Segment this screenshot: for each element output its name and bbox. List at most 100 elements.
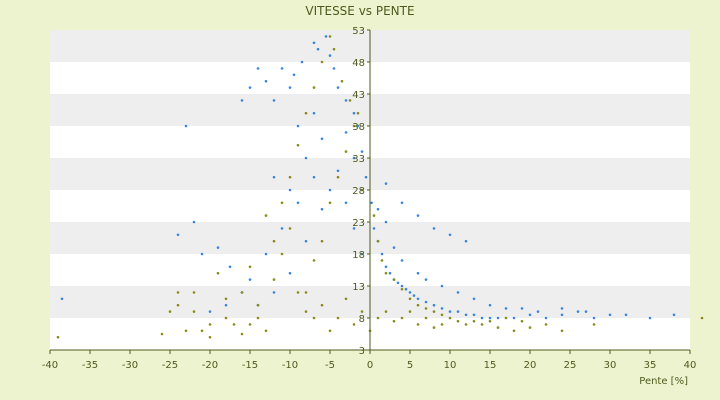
x-tick-label: 30 bbox=[604, 360, 617, 371]
x-tick-label: 15 bbox=[484, 360, 497, 371]
data-point bbox=[344, 150, 348, 153]
data-point bbox=[312, 259, 316, 262]
data-point bbox=[424, 316, 428, 320]
x-tick-label: 0 bbox=[367, 360, 373, 371]
data-point bbox=[344, 99, 348, 102]
data-point bbox=[192, 310, 196, 313]
x-axis-ticks: -40 -35 -30 -25 -20 -15 -10 -5 0 5 10 15 20 25 30 35 40 bbox=[42, 350, 697, 371]
data-point bbox=[528, 326, 532, 329]
data-point bbox=[304, 111, 308, 115]
data-point bbox=[248, 323, 252, 326]
y-tick-label: 13 bbox=[352, 282, 365, 293]
data-point bbox=[320, 303, 324, 307]
data-point bbox=[380, 252, 384, 256]
data-point bbox=[400, 316, 404, 320]
data-point bbox=[416, 214, 420, 217]
data-point bbox=[336, 86, 340, 89]
data-point bbox=[320, 137, 324, 141]
data-point bbox=[336, 316, 340, 320]
data-point bbox=[472, 319, 476, 323]
data-point bbox=[392, 319, 396, 323]
data-point bbox=[300, 60, 304, 64]
data-point bbox=[592, 316, 596, 320]
data-point bbox=[296, 291, 300, 294]
data-point bbox=[408, 291, 412, 294]
data-point bbox=[380, 259, 384, 262]
x-tick-label: 35 bbox=[644, 360, 657, 371]
x-tick-label: -25 bbox=[162, 360, 178, 371]
data-point bbox=[440, 307, 444, 310]
data-point bbox=[488, 319, 492, 323]
data-point bbox=[176, 291, 180, 294]
data-point bbox=[288, 86, 292, 89]
data-point bbox=[416, 303, 420, 307]
y-tick-label: 28 bbox=[352, 186, 365, 197]
data-point bbox=[328, 329, 332, 333]
data-point bbox=[332, 47, 336, 51]
data-point bbox=[176, 233, 180, 237]
data-point bbox=[376, 316, 380, 320]
data-point bbox=[312, 86, 316, 89]
data-point bbox=[472, 313, 476, 317]
data-point bbox=[296, 124, 300, 128]
data-point bbox=[384, 220, 388, 224]
x-tick-label: -15 bbox=[242, 360, 258, 371]
x-tick-label: 5 bbox=[407, 360, 413, 371]
x-tick-label: -35 bbox=[82, 360, 98, 371]
data-point bbox=[560, 307, 564, 310]
data-point bbox=[700, 316, 704, 320]
data-point bbox=[388, 271, 392, 275]
data-point bbox=[448, 310, 452, 313]
data-point bbox=[324, 35, 328, 38]
data-point bbox=[208, 335, 212, 339]
y-tick-label: 8 bbox=[359, 314, 365, 325]
data-point bbox=[292, 73, 296, 77]
data-point bbox=[432, 227, 436, 230]
data-point bbox=[424, 300, 428, 304]
data-point bbox=[544, 323, 548, 326]
data-point bbox=[392, 246, 396, 249]
data-point bbox=[312, 316, 316, 320]
data-point bbox=[332, 67, 336, 70]
data-point bbox=[396, 281, 400, 285]
data-point bbox=[272, 239, 276, 243]
data-point bbox=[372, 227, 376, 230]
data-point bbox=[320, 239, 324, 243]
data-point bbox=[272, 175, 276, 179]
y-tick-label: 23 bbox=[352, 218, 365, 229]
x-tick-label: 40 bbox=[684, 360, 697, 371]
data-point bbox=[360, 188, 364, 192]
data-point bbox=[416, 297, 420, 301]
data-point bbox=[192, 291, 196, 294]
data-point bbox=[364, 175, 368, 179]
data-point bbox=[624, 313, 628, 317]
data-point bbox=[288, 227, 292, 230]
data-point bbox=[288, 271, 292, 275]
x-tick-label: -5 bbox=[325, 360, 335, 371]
data-point bbox=[560, 329, 564, 333]
data-point bbox=[440, 284, 444, 288]
x-tick-label: 25 bbox=[564, 360, 577, 371]
data-point bbox=[360, 310, 364, 313]
x-tick-label: 20 bbox=[524, 360, 537, 371]
data-point bbox=[288, 175, 292, 179]
data-point bbox=[520, 307, 524, 310]
data-point bbox=[592, 323, 596, 326]
x-axis-label: Pente [%] bbox=[639, 376, 688, 387]
y-tick-label: 53 bbox=[352, 26, 365, 37]
data-point bbox=[312, 41, 316, 45]
data-point bbox=[544, 316, 548, 320]
data-point bbox=[456, 291, 460, 294]
data-point bbox=[432, 303, 436, 307]
x-tick-label: -30 bbox=[122, 360, 138, 371]
data-point bbox=[352, 323, 356, 326]
data-point bbox=[216, 271, 220, 275]
data-point bbox=[440, 323, 444, 326]
data-point bbox=[264, 79, 268, 83]
data-point bbox=[280, 67, 284, 70]
data-point bbox=[352, 156, 356, 160]
data-point bbox=[304, 156, 308, 160]
data-point bbox=[392, 278, 396, 281]
data-point bbox=[360, 252, 364, 256]
